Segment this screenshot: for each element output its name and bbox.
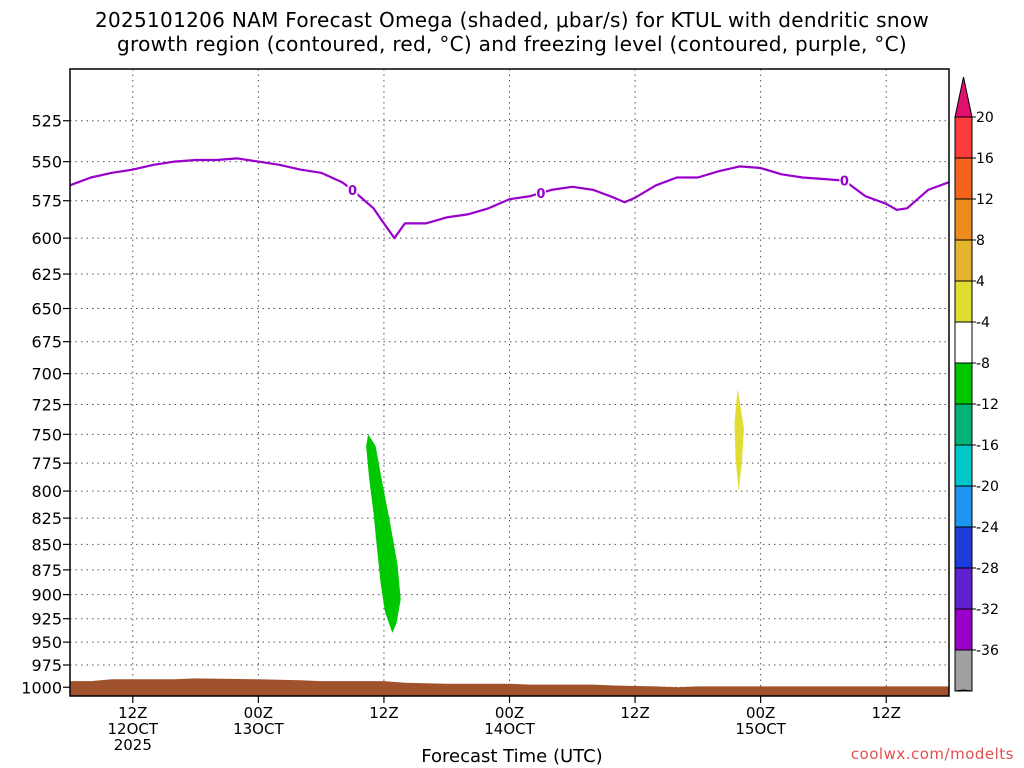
terrain-fill (70, 678, 949, 696)
x-tick-label: 12Z (620, 704, 649, 722)
colorbar-label: -24 (976, 520, 999, 536)
colorbar-label: 8 (976, 233, 985, 249)
x-tick-label: 12Z (872, 704, 901, 722)
y-tick-label: 850 (31, 535, 62, 554)
x-tick-label: 00Z (244, 704, 273, 722)
y-tick-label: 875 (31, 561, 62, 580)
colorbar-swatch (954, 444, 973, 487)
freezing-level-line (69, 157, 950, 240)
y-tick-label: 1000 (21, 678, 62, 697)
x-tick-label: 00Z (495, 704, 524, 722)
colorbar-label: 20 (976, 110, 994, 126)
colorbar-label: -16 (976, 438, 999, 454)
y-axis: 525 550 575 600 625 650 675 700 725 750 775 800 825 8… (21, 112, 70, 697)
colorbar-swatch (954, 239, 973, 282)
y-tick-label: 725 (31, 396, 62, 415)
x-tick-label: 13OCT (233, 720, 284, 738)
freezing-level-label-bg (535, 186, 546, 201)
colorbar-swatch (954, 362, 973, 405)
omega-region (366, 434, 401, 633)
y-tick-label: 525 (31, 112, 62, 131)
freezing-level-label: 0 (536, 187, 545, 202)
colorbar-label: -36 (976, 643, 999, 659)
colorbar-swatch (954, 321, 973, 364)
omega-region (734, 388, 744, 492)
colorbar-swatch (954, 403, 973, 446)
y-tick-label: 775 (31, 454, 62, 473)
y-tick-label: 900 (31, 586, 62, 605)
x-tick-label: 12Z (118, 704, 147, 722)
y-tick-label: 825 (31, 509, 62, 528)
x-tick-label: 12Z (369, 704, 398, 722)
omega-shading (366, 388, 744, 633)
y-tick-label: 675 (31, 333, 62, 352)
x-tick-label: 15OCT (735, 720, 786, 738)
colorbar-label: -4 (976, 315, 990, 331)
freezing-level-label: 0 (348, 184, 357, 199)
y-tick-label: 750 (31, 425, 62, 444)
colorbar-label: -28 (976, 561, 999, 577)
y-tick-label: 950 (31, 633, 62, 652)
colorbar-swatch (954, 280, 973, 323)
credit-text: coolwx.com/modelts (850, 745, 1014, 763)
freezing-level-layer: 0 0 0 (69, 157, 950, 240)
y-tick-label: 575 (31, 192, 62, 211)
colorbar-swatch (954, 485, 973, 528)
y-tick-label: 800 (31, 482, 62, 501)
y-tick-label: 550 (31, 153, 62, 172)
y-tick-label: 700 (31, 365, 62, 384)
colorbar: 20 16 12 8 4 -4 -8 -12 -16 -20 -24 -28 -32 -36 (954, 76, 999, 692)
colorbar-swatch (954, 198, 973, 241)
x-tick-label: 00Z (746, 704, 775, 722)
colorbar-label: -12 (976, 397, 999, 413)
chart-title: 2025101206 NAM Forecast Omega (shaded, μ… (0, 8, 1024, 56)
x-tick-label: 14OCT (484, 720, 535, 738)
y-tick-label: 650 (31, 300, 62, 319)
y-tick-label: 975 (31, 656, 62, 675)
colorbar-swatch (954, 608, 973, 651)
colorbar-swatch (954, 567, 973, 610)
terrain-layer (70, 678, 949, 696)
title-line-2: growth region (contoured, red, °C) and f… (117, 32, 907, 56)
freezing-level-label-bg (839, 173, 850, 188)
colorbar-label: 12 (976, 192, 994, 208)
colorbar-top-arrow (954, 76, 973, 118)
colorbar-bottom-arrow (954, 689, 973, 692)
colorbar-swatch (954, 116, 973, 159)
title-line-1: 2025101206 NAM Forecast Omega (shaded, μ… (94, 8, 930, 32)
colorbar-label: -20 (976, 479, 999, 495)
colorbar-label: 4 (976, 274, 985, 290)
colorbar-label: -8 (976, 356, 990, 372)
freezing-level-label-bg (347, 182, 358, 197)
freezing-level-label: 0 (840, 175, 849, 190)
colorbar-label: 16 (976, 151, 994, 167)
colorbar-label: -32 (976, 602, 999, 618)
colorbar-swatch (954, 526, 973, 569)
y-tick-label: 600 (31, 229, 62, 248)
colorbar-swatch (954, 649, 973, 692)
x-tick-label: 2025 (114, 736, 152, 754)
grid-lines (70, 69, 949, 696)
colorbar-swatch (954, 157, 973, 200)
y-tick-label: 925 (31, 610, 62, 629)
x-tick-label: 12OCT (108, 720, 159, 738)
x-axis-title: Forecast Time (UTC) (421, 746, 603, 767)
y-tick-label: 625 (31, 265, 62, 284)
